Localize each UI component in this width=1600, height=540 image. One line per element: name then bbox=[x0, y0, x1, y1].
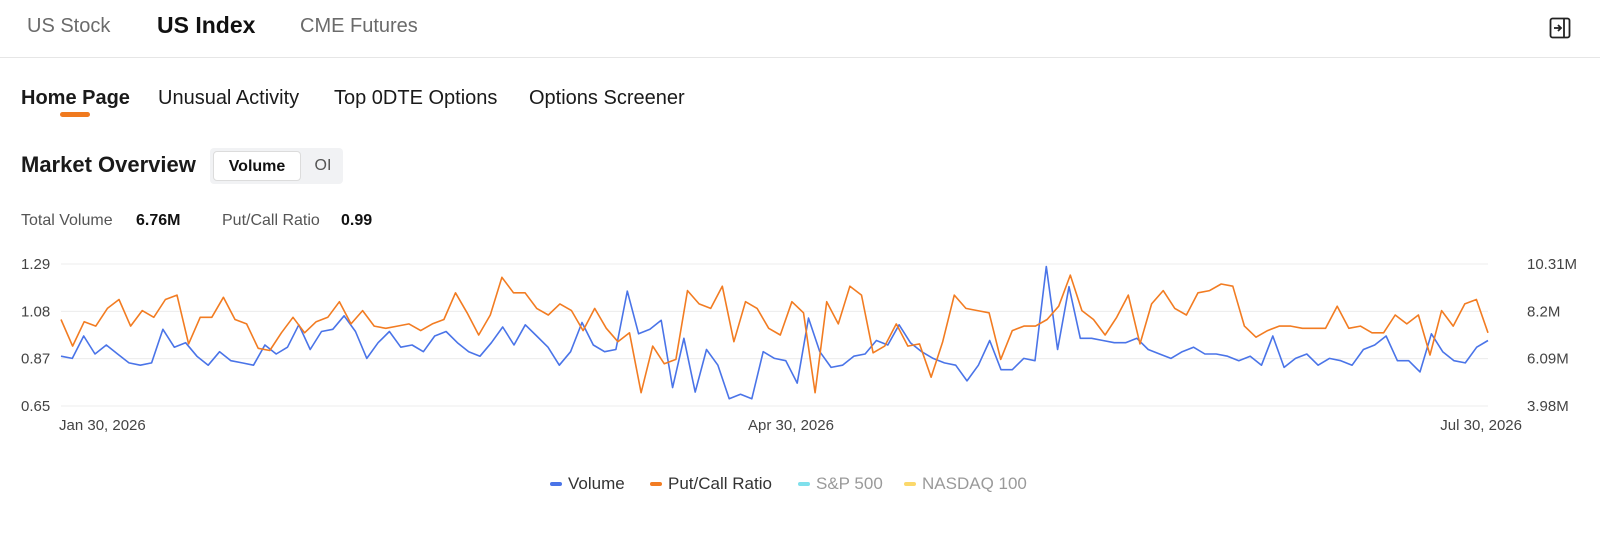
legend-label-put-call-ratio: Put/Call Ratio bbox=[668, 474, 772, 493]
subtab-unusual-activity[interactable]: Unusual Activity bbox=[158, 87, 300, 109]
legend-label-nasdaq-100: NASDAQ 100 bbox=[922, 474, 1027, 493]
market-overview-chart[interactable]: 1.29 10.31M 1.08 8.2M 0.87 6.09M 0.65 3.98M Jan … bbox=[0, 250, 1600, 450]
section-title: Market Overview bbox=[21, 152, 196, 177]
total-volume-label: Total Volume bbox=[21, 212, 113, 229]
series-line-put-call-ratio bbox=[60, 274, 1489, 394]
left-axis-tick-label: 1.29 bbox=[21, 256, 50, 273]
top-nav: US Stock US Index CME Futures bbox=[0, 0, 1600, 58]
chart-svg: 1.29 10.31M 1.08 8.2M 0.87 6.09M 0.65 3.98M Jan … bbox=[21, 256, 1577, 434]
legend-swatch-volume bbox=[550, 482, 562, 486]
series-line-volume bbox=[60, 265, 1489, 400]
tab-us-stock[interactable]: US Stock bbox=[27, 15, 111, 37]
total-volume-value: 6.76M bbox=[136, 212, 181, 229]
put-call-ratio-label: Put/Call Ratio bbox=[222, 212, 320, 229]
x-axis-tick-label: Jan 30, 2026 bbox=[59, 417, 146, 434]
legend-swatch-put-call-ratio bbox=[650, 482, 662, 486]
x-axis-tick-label: Jul 30, 2026 bbox=[1440, 417, 1522, 434]
tab-cme-futures[interactable]: CME Futures bbox=[300, 15, 418, 37]
legend-swatch-sp500 bbox=[798, 482, 810, 486]
subtab-top-0dte-options[interactable]: Top 0DTE Options bbox=[334, 87, 498, 109]
right-axis-tick-label: 3.98M bbox=[1527, 398, 1569, 415]
left-axis-tick-label: 0.87 bbox=[21, 351, 50, 368]
right-axis-tick-label: 6.09M bbox=[1527, 351, 1569, 368]
right-axis-tick-label: 8.2M bbox=[1527, 303, 1560, 320]
active-tab-indicator bbox=[60, 112, 90, 117]
toggle-volume-button[interactable]: Volume bbox=[213, 151, 301, 181]
subtab-options-screener[interactable]: Options Screener bbox=[529, 87, 685, 109]
put-call-ratio-value: 0.99 bbox=[341, 212, 373, 229]
chart-legend: Volume Put/Call Ratio S&P 500 NASDAQ 100 bbox=[0, 472, 1600, 496]
legend-label-sp500: S&P 500 bbox=[816, 474, 883, 493]
legend-label-volume: Volume bbox=[568, 474, 625, 493]
right-axis-tick-label: 10.31M bbox=[1527, 256, 1577, 273]
legend-swatch-nasdaq-100 bbox=[904, 482, 916, 486]
subtab-home-page[interactable]: Home Page bbox=[21, 87, 130, 109]
exit-icon[interactable] bbox=[1548, 16, 1572, 40]
left-axis-tick-label: 1.08 bbox=[21, 303, 50, 320]
toggle-oi-button[interactable]: OI bbox=[314, 157, 332, 174]
x-axis-tick-label: Apr 30, 2026 bbox=[748, 417, 834, 434]
left-axis-tick-label: 0.65 bbox=[21, 398, 50, 415]
tab-us-index[interactable]: US Index bbox=[157, 12, 256, 38]
volume-oi-toggle: Volume OI bbox=[210, 148, 343, 184]
